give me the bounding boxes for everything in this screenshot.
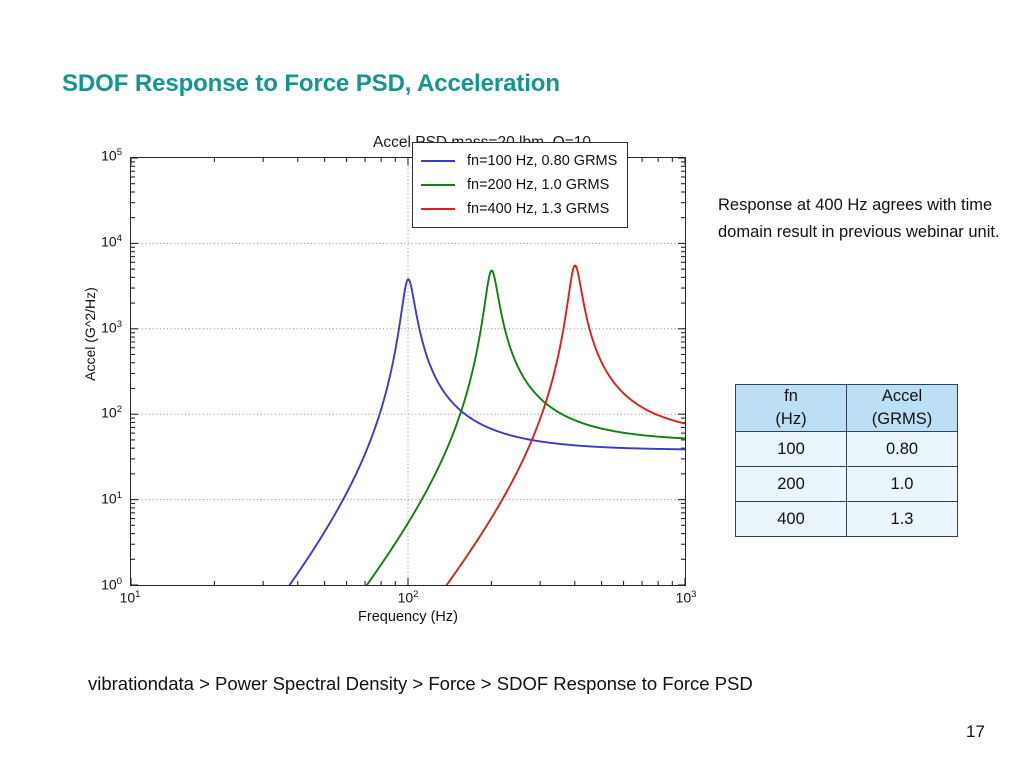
legend-color-swatch-green bbox=[421, 184, 455, 186]
table-header-fn-line1: fn bbox=[784, 387, 798, 405]
table-header-fn-line2: (Hz) bbox=[775, 410, 807, 428]
y-tick-label: 104 bbox=[101, 232, 122, 250]
legend-item: fn=200 Hz, 1.0 GRMS bbox=[421, 173, 617, 197]
legend-item-label: fn=400 Hz, 1.3 GRMS bbox=[467, 201, 610, 217]
results-table: fn (Hz) Accel (GRMS) 100 0.80 200 1.0 400 1.3 bbox=[735, 384, 958, 537]
y-tick-label: 101 bbox=[101, 490, 122, 507]
table-header-row: fn (Hz) Accel (GRMS) bbox=[735, 384, 958, 432]
legend-color-swatch-blue bbox=[421, 160, 455, 162]
y-tick-label: 103 bbox=[101, 318, 122, 336]
legend-color-swatch-red bbox=[421, 208, 455, 210]
y-axis-label: Accel (G^2/Hz) bbox=[82, 287, 98, 381]
table-row: 100 0.80 bbox=[735, 431, 958, 467]
gridlines bbox=[131, 158, 685, 585]
table-body: 100 0.80 200 1.0 400 1.3 bbox=[735, 431, 958, 537]
y-tick-label: 100 bbox=[101, 576, 122, 593]
table-header-accel: Accel (GRMS) bbox=[846, 384, 958, 432]
plot-curves bbox=[131, 158, 685, 585]
x-tick-label: 102 bbox=[397, 589, 419, 606]
x-tick-label: 101 bbox=[119, 589, 141, 606]
table-header-accel-line1: Accel bbox=[881, 387, 923, 405]
x-axis-label: Frequency (Hz) bbox=[358, 609, 458, 625]
side-note-text: Response at 400 Hz agrees with time doma… bbox=[718, 196, 1000, 241]
table-cell-fn: 200 bbox=[735, 466, 847, 502]
table-row: 200 1.0 bbox=[735, 466, 958, 502]
page-number: 17 bbox=[966, 722, 985, 741]
table-header-accel-line2: (GRMS) bbox=[871, 410, 933, 428]
table-row: 400 1.3 bbox=[735, 501, 958, 537]
table-cell-fn: 400 bbox=[735, 501, 847, 537]
table-header-fn: fn (Hz) bbox=[735, 384, 847, 432]
breadcrumb: vibrationdata > Power Spectral Density >… bbox=[88, 673, 753, 694]
table-cell-accel: 0.80 bbox=[846, 431, 958, 467]
data-curves bbox=[288, 264, 685, 585]
legend-item-label: fn=100 Hz, 0.80 GRMS bbox=[467, 153, 618, 169]
legend-item-label: fn=200 Hz, 1.0 GRMS bbox=[467, 177, 610, 193]
chart-legend: fn=100 Hz, 0.80 GRMS fn=200 Hz, 1.0 GRMS… bbox=[412, 142, 629, 228]
y-tick-label: 105 bbox=[101, 147, 122, 164]
y-tick-label: 102 bbox=[101, 404, 122, 422]
legend-item: fn=100 Hz, 0.80 GRMS bbox=[421, 149, 617, 173]
accel-psd-chart: Accel PSD mass=20 lbm, Q=10 Accel (G^2/H… bbox=[74, 130, 714, 640]
plot-area bbox=[130, 157, 686, 586]
table-cell-accel: 1.3 bbox=[846, 501, 958, 537]
x-tick-label: 103 bbox=[675, 589, 697, 606]
page-title: SDOF Response to Force PSD, Acceleration bbox=[62, 70, 560, 97]
legend-item: fn=400 Hz, 1.3 GRMS bbox=[421, 197, 617, 221]
table-cell-accel: 1.0 bbox=[846, 466, 958, 502]
table-cell-fn: 100 bbox=[735, 431, 847, 467]
